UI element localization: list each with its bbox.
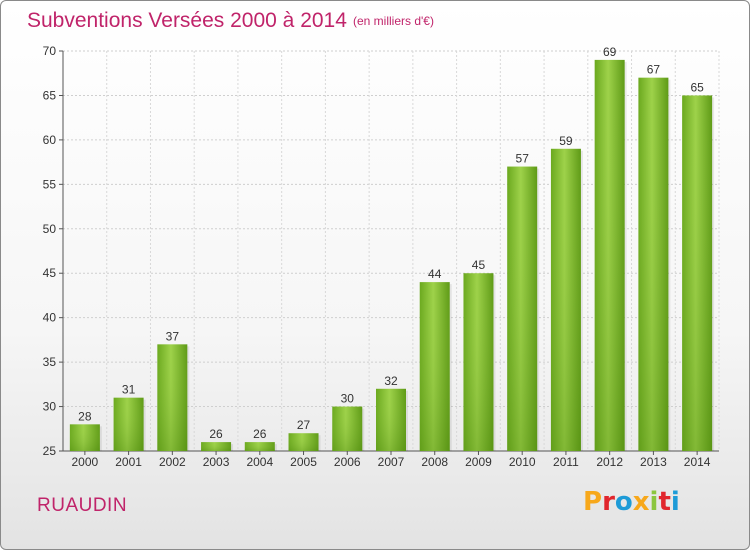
bar-shade <box>463 273 494 451</box>
chart-title: Subventions Versées 2000 à 2014 <box>27 9 347 32</box>
x-tick-label: 2014 <box>684 455 711 469</box>
y-tick-label: 70 <box>43 44 57 58</box>
x-tick-label: 2009 <box>465 455 492 469</box>
value-label: 26 <box>253 427 267 441</box>
y-tick-label: 25 <box>43 444 57 458</box>
chart-unit: (en milliers d'€) <box>353 14 434 28</box>
bar-shade <box>113 397 144 451</box>
y-tick-label: 50 <box>43 222 57 236</box>
x-tick-label: 2001 <box>115 455 142 469</box>
proxiti-logo[interactable]: Proxiti <box>583 487 680 517</box>
x-tick-label: 2011 <box>553 455 579 469</box>
bar-shade <box>157 344 188 451</box>
value-label: 57 <box>516 152 530 166</box>
bar-shade <box>638 77 669 452</box>
logo-letter: i <box>670 487 680 517</box>
y-tick-label: 40 <box>43 311 57 325</box>
value-label: 69 <box>603 45 617 59</box>
logo-letter: o <box>614 487 633 517</box>
y-tick-label: 65 <box>43 88 57 102</box>
bar-shade <box>594 59 625 452</box>
bar-shade <box>550 148 581 451</box>
x-tick-label: 2000 <box>72 455 99 469</box>
value-label: 44 <box>428 267 442 281</box>
bar-shade <box>507 166 538 452</box>
bar-shade <box>69 424 100 451</box>
bar-shade <box>682 95 713 451</box>
logo-letter: r <box>602 487 615 517</box>
value-label: 30 <box>341 392 355 406</box>
value-label: 45 <box>472 258 486 272</box>
value-label: 59 <box>559 134 573 148</box>
value-label: 27 <box>297 418 311 432</box>
value-label: 32 <box>384 374 398 388</box>
y-tick-label: 45 <box>43 266 57 280</box>
value-label: 67 <box>647 63 661 77</box>
x-tick-label: 2013 <box>640 455 667 469</box>
y-tick-label: 30 <box>43 400 57 414</box>
bars <box>69 59 715 452</box>
bar-shade <box>201 442 232 451</box>
value-label: 26 <box>209 427 223 441</box>
value-label: 31 <box>122 383 136 397</box>
bar-shade <box>376 388 406 451</box>
bar-shade <box>419 282 450 451</box>
x-tick-label: 2002 <box>159 455 186 469</box>
x-tick-label: 2005 <box>290 455 317 469</box>
x-tick-label: 2006 <box>334 455 361 469</box>
value-label: 28 <box>78 409 92 423</box>
y-tick-label: 35 <box>43 355 57 369</box>
x-tick-label: 2003 <box>203 455 230 469</box>
logo-letter: i <box>649 487 659 517</box>
logo-letter: t <box>658 487 671 517</box>
x-tick-label: 2012 <box>596 455 623 469</box>
bar-shade <box>332 406 363 451</box>
logo-letter: P <box>583 487 603 517</box>
commune-name: RUAUDIN <box>37 495 128 516</box>
value-labels: 28 31 37 26 26 27 30 32 44 45 57 59 69 67 65 <box>78 45 704 441</box>
y-tick-label: 55 <box>43 177 57 191</box>
tick-labels: 25 30 35 40 45 50 55 60 65 70 2000 2001 2002 2003 2004… <box>43 44 711 469</box>
x-tick-label: 2010 <box>509 455 536 469</box>
x-tick-label: 2008 <box>421 455 448 469</box>
logo-letter: x <box>632 487 650 517</box>
value-label: 37 <box>166 329 180 343</box>
bar-shade <box>244 442 275 451</box>
bar-shade <box>288 433 319 451</box>
y-tick-label: 60 <box>43 133 57 147</box>
value-label: 65 <box>690 80 704 94</box>
x-tick-label: 2007 <box>378 455 405 469</box>
x-tick-label: 2004 <box>246 455 273 469</box>
